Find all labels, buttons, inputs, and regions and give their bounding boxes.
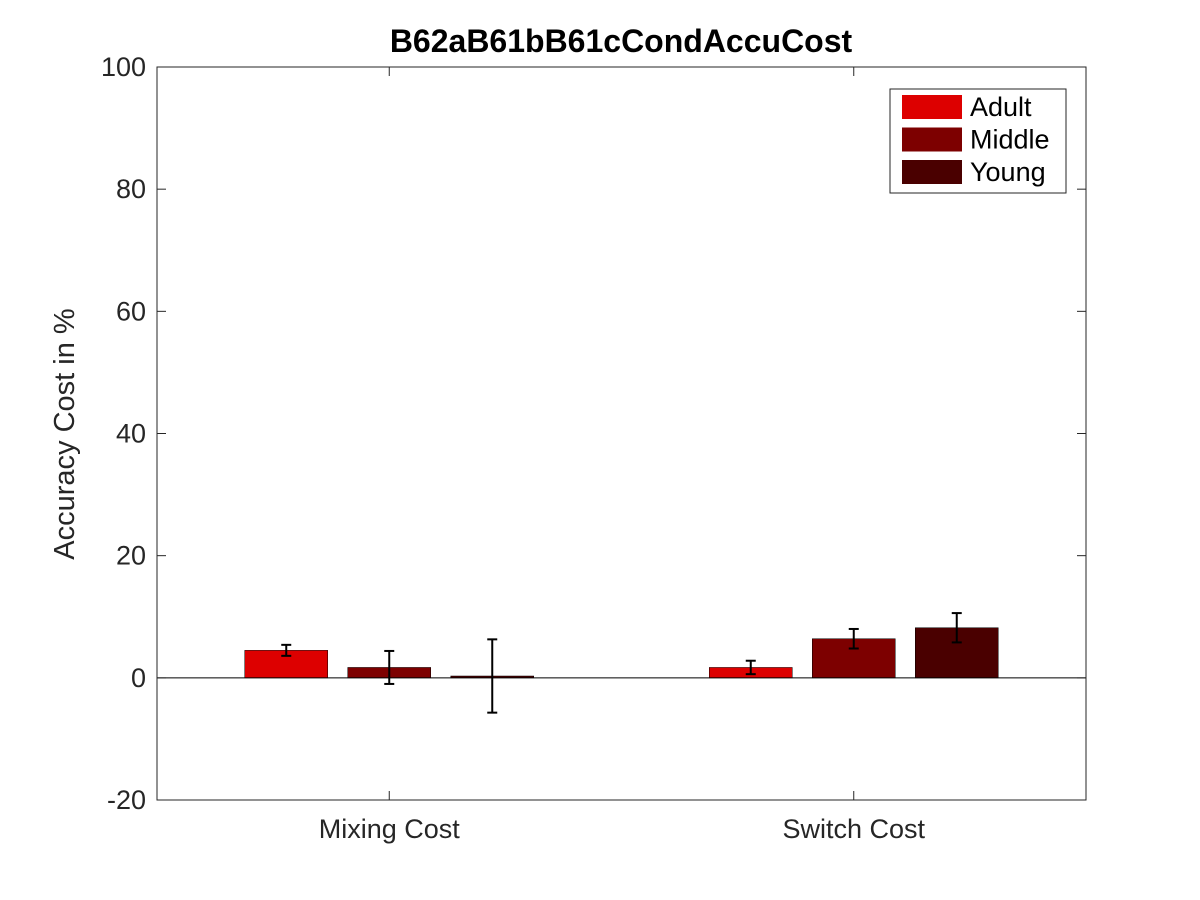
y-tick-label: 0 (131, 663, 146, 693)
y-tick-label: 60 (116, 296, 146, 326)
legend-swatch-adult (902, 95, 962, 119)
y-tick-label: 20 (116, 541, 146, 571)
legend-swatch-middle (902, 127, 962, 152)
y-tick-label: 100 (101, 52, 146, 82)
y-tick-label: 80 (116, 174, 146, 204)
x-tick-label: Switch Cost (782, 814, 925, 844)
chart-title: B62aB61bB61cCondAccuCost (390, 23, 853, 59)
y-tick-label: -20 (107, 785, 146, 815)
y-tick-label: 40 (116, 419, 146, 449)
x-tick-label: Mixing Cost (319, 814, 461, 844)
legend-label-young: Young (970, 157, 1046, 187)
y-axis: -20 0 20 40 60 80 100 (101, 52, 1086, 815)
legend-label-middle: Middle (970, 125, 1050, 155)
error-bars-group (281, 612, 962, 714)
legend-swatch-young (902, 160, 962, 184)
legend-label-adult: Adult (970, 92, 1032, 122)
x-axis: Mixing Cost Switch Cost (319, 67, 926, 844)
y-axis-label: Accuracy Cost in % (49, 308, 81, 559)
